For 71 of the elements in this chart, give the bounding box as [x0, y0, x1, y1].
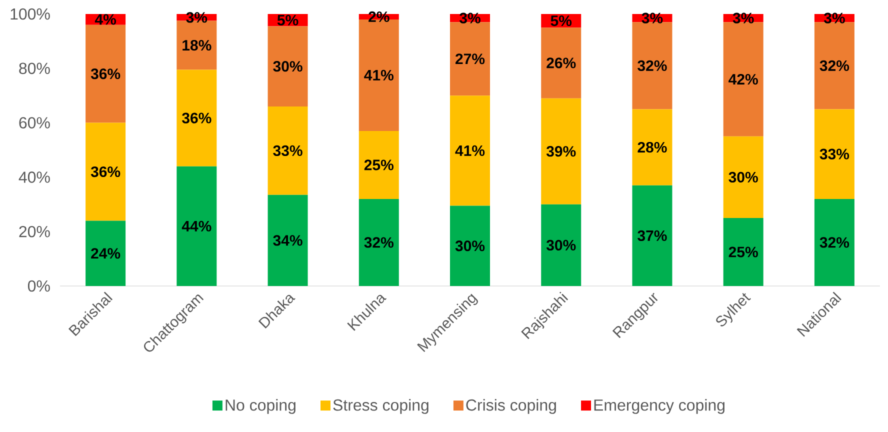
bar — [450, 22, 490, 96]
bar — [268, 106, 308, 195]
data-label: 32% — [638, 60, 667, 72]
bar — [541, 204, 582, 286]
data-label: 3% — [732, 12, 754, 24]
data-label: 5% — [277, 14, 298, 26]
bar — [632, 185, 672, 286]
bar — [541, 28, 582, 98]
bar — [450, 206, 490, 286]
bar — [358, 130, 399, 199]
y-tick-label: 60% — [19, 117, 50, 128]
bar — [176, 70, 217, 166]
bar — [450, 96, 490, 206]
data-label: 3% — [186, 12, 208, 23]
bar — [86, 24, 126, 123]
bar — [723, 22, 764, 136]
data-label: 30% — [546, 240, 576, 251]
data-label: 3% — [824, 12, 845, 24]
data-label: 25% — [364, 160, 394, 170]
data-label: 3% — [642, 12, 663, 24]
data-label: 32% — [364, 237, 394, 248]
data-label: 34% — [273, 235, 302, 246]
data-label: 32% — [820, 237, 850, 248]
y-tick-label: 40% — [18, 172, 50, 183]
bar — [723, 218, 764, 286]
data-label: 18% — [182, 40, 212, 51]
data-label: 36% — [182, 112, 212, 124]
data-label: 30% — [273, 61, 302, 72]
data-label: 33% — [820, 148, 850, 160]
data-label: 36% — [90, 68, 120, 80]
y-tick-label: 80% — [19, 62, 50, 74]
data-label: 41% — [455, 145, 485, 156]
bar — [268, 194, 308, 286]
data-label: 25% — [728, 246, 758, 258]
bar — [632, 22, 672, 110]
y-tick-label: 20% — [19, 226, 50, 238]
data-label: 3% — [460, 12, 480, 24]
data-label: 39% — [546, 146, 576, 157]
data-label: 36% — [90, 166, 120, 178]
data-label: 33% — [273, 145, 302, 156]
data-label: 26% — [546, 58, 576, 68]
data-label: 44% — [182, 220, 212, 232]
bar — [268, 26, 308, 106]
y-tick-label: 0% — [28, 280, 50, 292]
legend-label: No coping — [226, 399, 296, 414]
bar — [176, 166, 217, 286]
data-label: 42% — [728, 74, 758, 85]
bar — [358, 198, 399, 286]
bar — [723, 136, 764, 218]
data-label: 2% — [368, 11, 390, 22]
data-label: 28% — [638, 142, 667, 153]
data-label: 30% — [728, 172, 758, 183]
data-label: 30% — [455, 240, 485, 252]
data-label: 41% — [364, 70, 394, 80]
y-tick-label: 100% — [10, 8, 50, 20]
legend-label: Emergency coping — [594, 399, 724, 414]
data-label: 4% — [94, 14, 116, 25]
legend-label: Crisis coping — [466, 399, 556, 414]
bar — [814, 198, 854, 286]
data-label: 27% — [456, 54, 485, 64]
data-label: 24% — [91, 248, 120, 259]
bar — [86, 122, 126, 221]
data-label: 37% — [638, 230, 667, 242]
data-label: 32% — [820, 60, 850, 72]
bar — [86, 220, 126, 286]
bar — [814, 22, 854, 110]
legend-label: Stress coping — [333, 399, 428, 414]
bar — [541, 98, 582, 204]
bar — [814, 109, 854, 199]
bar — [632, 109, 672, 186]
data-label: 5% — [550, 16, 572, 26]
